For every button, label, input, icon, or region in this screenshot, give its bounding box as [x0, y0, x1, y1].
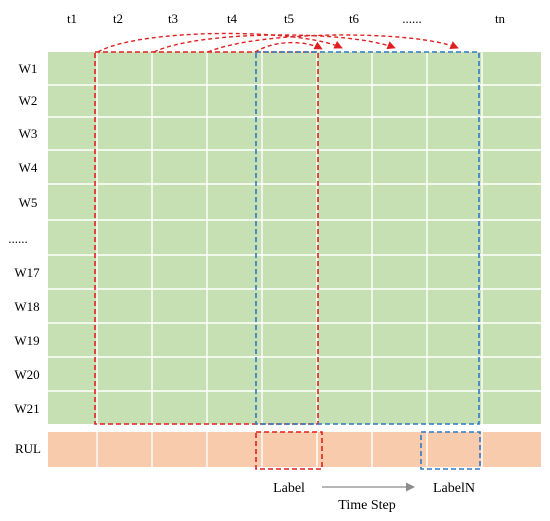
row-label: ......: [8, 231, 28, 246]
slide-arrow: [207, 34, 459, 53]
column-label: t5: [284, 11, 294, 26]
sensor-grid-lines: [48, 52, 541, 424]
slide-arrow: [97, 32, 343, 53]
time-step-label: Time Step: [338, 498, 395, 513]
row-label: W5: [19, 195, 38, 210]
sensor-matrix: [48, 52, 541, 424]
first-window-box: [94, 51, 319, 425]
row-label: W1: [19, 61, 38, 76]
column-label: t2: [113, 11, 123, 26]
row-label: W3: [19, 126, 38, 141]
column-label: t1: [67, 11, 77, 26]
label-start-text: Label: [273, 481, 305, 496]
row-label: W20: [14, 367, 39, 382]
slide-arrow: [254, 41, 323, 53]
slide-arrow: [153, 34, 396, 53]
rul-grid-lines: [96, 432, 483, 467]
label-end-text: LabelN: [433, 481, 475, 496]
column-label: t4: [227, 11, 238, 26]
column-label: tn: [495, 11, 506, 26]
row-label: W4: [19, 160, 38, 175]
first-label-box: [255, 431, 323, 470]
column-label: t3: [168, 11, 178, 26]
row-label: W21: [14, 401, 39, 416]
row-label: W18: [14, 299, 39, 314]
column-label: ......: [402, 11, 422, 26]
sensor-row-labels: W1 W2 W3 W4 W5 ...... W17 W18 W19 W20 W2…: [8, 61, 40, 416]
column-label: t6: [349, 11, 360, 26]
row-label: W17: [14, 265, 40, 280]
row-label: W2: [19, 93, 38, 108]
time-column-labels: t1 t2 t3 t4 t5 t6 ...... tn: [67, 11, 506, 26]
last-window-box: [255, 51, 480, 425]
rul-row: [48, 432, 541, 467]
row-label: W19: [14, 333, 39, 348]
rul-label: RUL: [15, 441, 41, 456]
sliding-arrows: [97, 32, 459, 53]
